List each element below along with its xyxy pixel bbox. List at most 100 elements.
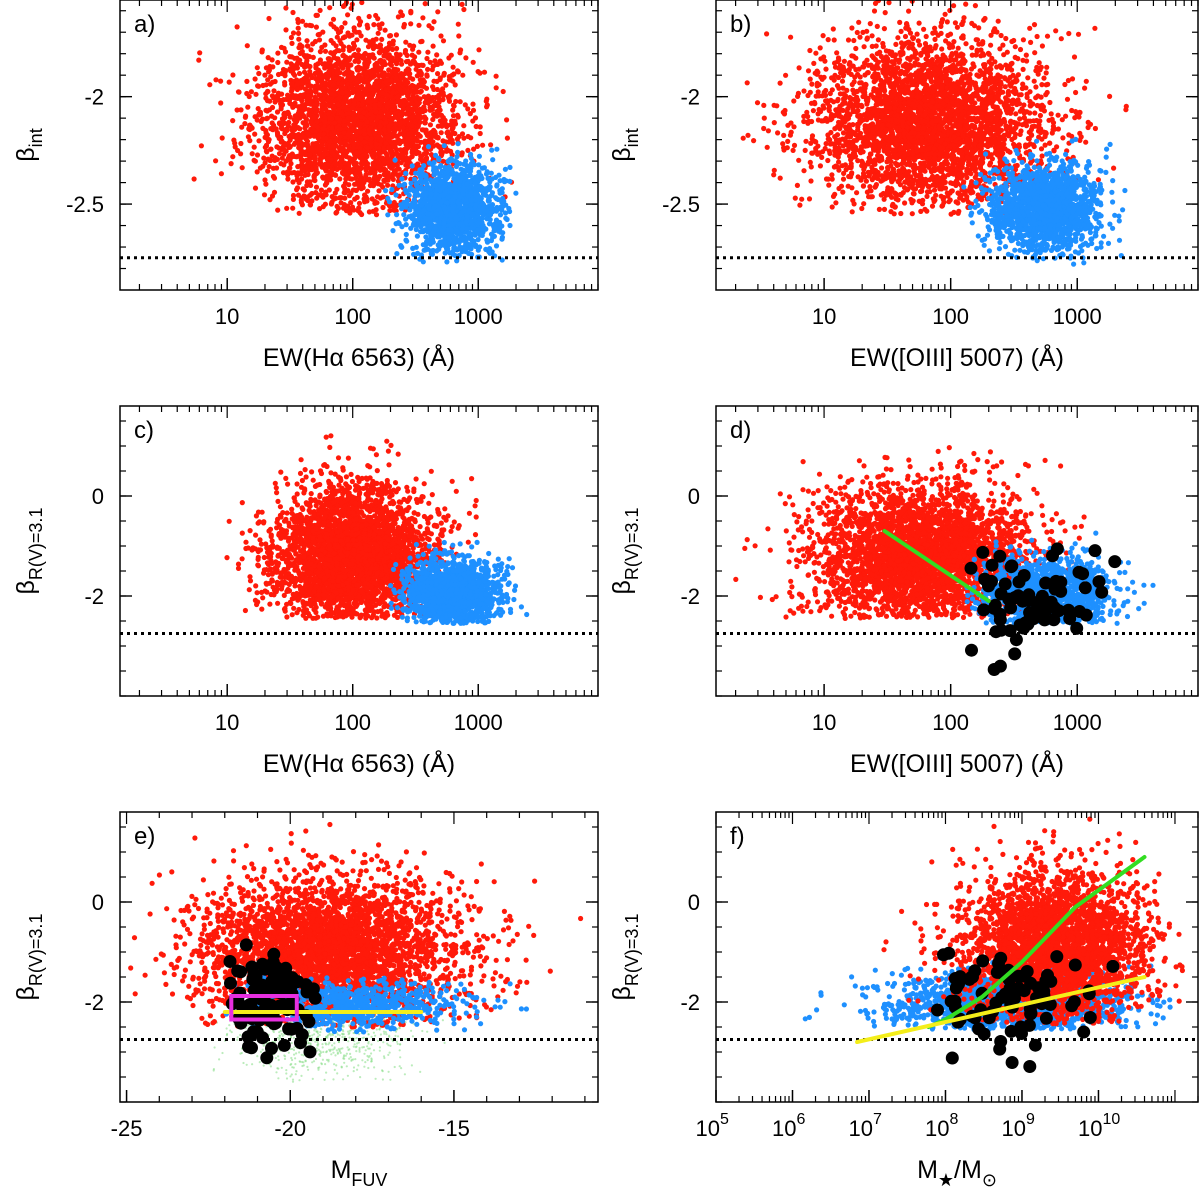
point-red bbox=[218, 78, 224, 84]
point-red bbox=[296, 210, 302, 216]
point-red bbox=[279, 97, 285, 104]
point-red bbox=[366, 39, 372, 45]
point-red bbox=[321, 106, 327, 112]
point-red bbox=[218, 100, 224, 106]
point-red bbox=[338, 41, 344, 47]
point-red bbox=[387, 33, 393, 39]
point-blue bbox=[490, 234, 496, 240]
point-red bbox=[262, 134, 268, 140]
point-red bbox=[342, 20, 348, 26]
point-red bbox=[377, 114, 384, 120]
x-axis-title: EW(Hα 6563) (Å) bbox=[263, 342, 455, 372]
point-red bbox=[383, 79, 389, 85]
point-red bbox=[303, 60, 309, 66]
point-blue bbox=[483, 226, 489, 232]
point-red bbox=[254, 152, 261, 158]
point-blue bbox=[468, 151, 474, 157]
point-red bbox=[324, 73, 331, 80]
point-red bbox=[358, 148, 364, 154]
point-red bbox=[322, 182, 328, 188]
point-red bbox=[375, 16, 381, 22]
point-red bbox=[351, 87, 357, 93]
point-red bbox=[435, 71, 441, 77]
point-blue bbox=[429, 191, 435, 197]
point-red bbox=[442, 117, 448, 123]
point-blue bbox=[425, 211, 431, 217]
point-red bbox=[427, 59, 433, 65]
point-red bbox=[361, 196, 367, 202]
series-blue bbox=[383, 141, 519, 265]
point-blue bbox=[432, 165, 439, 171]
point-red bbox=[263, 82, 269, 88]
point-blue bbox=[455, 175, 461, 181]
point-red bbox=[238, 151, 244, 157]
point-red bbox=[334, 209, 340, 215]
point-blue bbox=[418, 186, 425, 192]
point-red bbox=[385, 134, 391, 140]
point-red bbox=[264, 115, 270, 121]
point-red bbox=[255, 106, 261, 112]
point-red bbox=[382, 159, 388, 165]
point-red bbox=[381, 74, 387, 81]
point-red bbox=[430, 104, 436, 110]
point-red bbox=[470, 107, 477, 113]
point-red bbox=[311, 133, 317, 139]
point-red bbox=[207, 82, 213, 88]
series-red bbox=[191, 0, 515, 218]
point-red bbox=[401, 98, 407, 104]
point-red bbox=[330, 16, 337, 22]
point-red bbox=[362, 50, 368, 57]
point-red bbox=[284, 59, 290, 65]
point-red bbox=[465, 147, 471, 153]
point-blue bbox=[499, 207, 505, 213]
point-red bbox=[409, 128, 415, 134]
point-red bbox=[416, 49, 422, 55]
point-red bbox=[477, 124, 483, 130]
point-blue bbox=[459, 226, 466, 232]
point-red bbox=[327, 138, 333, 144]
point-red bbox=[304, 38, 310, 44]
point-red bbox=[302, 86, 309, 92]
point-red bbox=[471, 146, 477, 152]
point-red bbox=[299, 61, 305, 68]
point-blue bbox=[484, 237, 490, 243]
point-red bbox=[350, 46, 356, 52]
point-red bbox=[383, 119, 389, 125]
point-red bbox=[363, 89, 369, 95]
point-red bbox=[370, 40, 376, 46]
point-red bbox=[311, 172, 317, 178]
point-blue bbox=[392, 157, 398, 163]
point-red bbox=[476, 47, 482, 53]
point-red bbox=[443, 139, 449, 145]
point-blue bbox=[432, 203, 438, 209]
point-red bbox=[383, 140, 389, 146]
point-blue bbox=[454, 228, 460, 234]
point-red bbox=[422, 1, 428, 7]
point-blue bbox=[461, 208, 467, 214]
point-red bbox=[355, 129, 361, 135]
point-red bbox=[275, 50, 281, 56]
point-red bbox=[299, 43, 305, 50]
point-blue bbox=[449, 171, 455, 177]
point-red bbox=[396, 80, 402, 86]
point-blue bbox=[463, 162, 469, 168]
point-blue bbox=[390, 228, 396, 234]
point-blue bbox=[411, 176, 418, 182]
point-blue bbox=[484, 169, 490, 175]
point-red bbox=[342, 85, 348, 91]
point-blue bbox=[457, 221, 463, 227]
point-blue bbox=[444, 200, 450, 206]
point-red bbox=[289, 101, 295, 108]
point-red bbox=[405, 136, 411, 142]
point-red bbox=[305, 131, 311, 137]
point-red bbox=[371, 55, 377, 61]
point-red bbox=[303, 101, 309, 107]
point-red bbox=[275, 207, 281, 213]
point-red bbox=[395, 14, 401, 20]
point-red bbox=[356, 200, 363, 206]
plot-area bbox=[120, 0, 598, 265]
point-blue bbox=[427, 219, 433, 225]
point-red bbox=[493, 85, 499, 91]
point-blue bbox=[468, 218, 475, 224]
point-red bbox=[296, 95, 302, 101]
